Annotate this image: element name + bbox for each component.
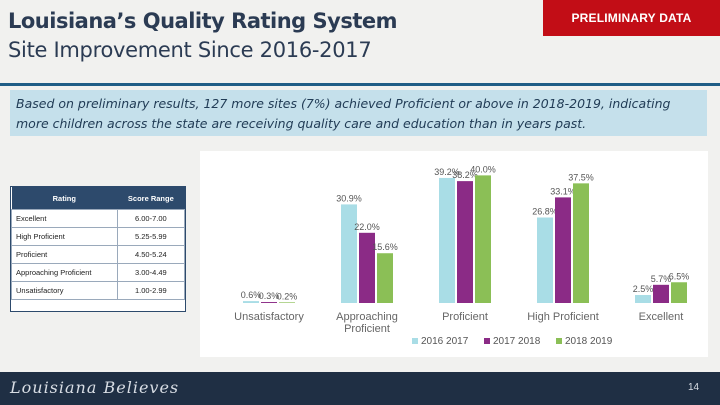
page-title: Louisiana’s Quality Rating System: [8, 9, 398, 33]
category-label: Proficient: [442, 311, 488, 323]
legend-label: 2017 2018: [493, 336, 541, 347]
data-label: 5.7%: [651, 274, 672, 284]
legend-label: 2018 2019: [565, 336, 613, 347]
score-cell: 6.00-7.00: [116, 209, 186, 228]
score-range-header: Score Range: [117, 187, 185, 210]
footer-bar: Louisiana Believes 14: [0, 372, 720, 405]
bar: [457, 181, 473, 303]
bar: [475, 175, 491, 303]
bar: [573, 183, 589, 303]
data-label: 30.9%: [336, 193, 362, 203]
rating-cell: Approaching Proficient: [11, 263, 118, 282]
preliminary-badge: PRELIMINARY DATA: [543, 0, 720, 36]
score-cell: 1.00-2.99: [116, 281, 186, 300]
data-label: 26.8%: [532, 206, 558, 216]
data-label: 6.5%: [669, 271, 690, 281]
data-label: 15.6%: [372, 242, 398, 252]
category-label: Excellent: [639, 311, 684, 323]
callout-box: Based on preliminary results, 127 more s…: [10, 90, 707, 136]
rating-cell: Unsatisfactory: [11, 281, 118, 300]
rating-table: Rating Score Range Excellent 6.00-7.00 H…: [10, 186, 186, 312]
page-subtitle: Site Improvement Since 2016-2017: [8, 38, 372, 62]
bar: [279, 302, 295, 303]
rating-cell: Excellent: [11, 209, 118, 228]
category-label: Approaching: [336, 311, 398, 323]
data-label: 37.5%: [568, 172, 594, 182]
bar: [359, 232, 375, 303]
data-label: 39.2%: [434, 167, 460, 177]
bar: [671, 282, 687, 303]
bar: [243, 301, 259, 303]
legend-swatch: [484, 338, 490, 344]
table-row: Proficient 4.50-5.24: [11, 245, 186, 264]
table-row: Unsatisfactory 1.00-2.99: [11, 281, 186, 300]
page-number: 14: [688, 382, 700, 393]
data-label: 2.5%: [633, 284, 654, 294]
legend-label: 2016 2017: [421, 336, 469, 347]
header-rule: [0, 83, 720, 86]
data-label: 40.0%: [470, 164, 496, 174]
category-label: Unsatisfactory: [234, 311, 304, 323]
score-cell: 3.00-4.49: [116, 263, 186, 282]
rating-cell: High Proficient: [11, 227, 118, 246]
rating-cell: Proficient: [11, 245, 118, 264]
footer-brand: Louisiana Believes: [10, 378, 180, 397]
data-label: 0.6%: [241, 290, 262, 300]
data-label: 0.2%: [277, 291, 298, 301]
bar: [377, 253, 393, 303]
score-cell: 5.25-5.99: [116, 227, 186, 246]
bar: [439, 177, 455, 303]
score-cell: 4.50-5.24: [116, 245, 186, 264]
rating-header: Rating: [11, 187, 118, 210]
category-label: Proficient: [344, 323, 390, 335]
bar: [653, 284, 669, 303]
data-label: 22.0%: [354, 222, 380, 232]
category-label: High Proficient: [527, 311, 599, 323]
bar: [635, 295, 651, 303]
data-label: 33.1%: [550, 186, 576, 196]
data-label: 38.2%: [452, 170, 478, 180]
bar: [341, 204, 357, 303]
bar: [555, 197, 571, 303]
bar: [261, 302, 277, 303]
table-row: High Proficient 5.25-5.99: [11, 227, 186, 246]
bar: [537, 217, 553, 303]
table-row: Approaching Proficient 3.00-4.49: [11, 263, 186, 282]
legend-swatch: [412, 338, 418, 344]
legend-swatch: [556, 338, 562, 344]
table-row: Excellent 6.00-7.00: [11, 209, 186, 228]
data-label: 0.3%: [259, 291, 280, 301]
chart-panel: 0.6% 0.3% 0.2% Unsatisfactory 30.9% 22.0% 15.6…: [200, 151, 708, 357]
bar-chart: 0.6%0.3%0.2% Unsatisfactory 30.9% 22.0% 15.6…: [234, 164, 690, 347]
